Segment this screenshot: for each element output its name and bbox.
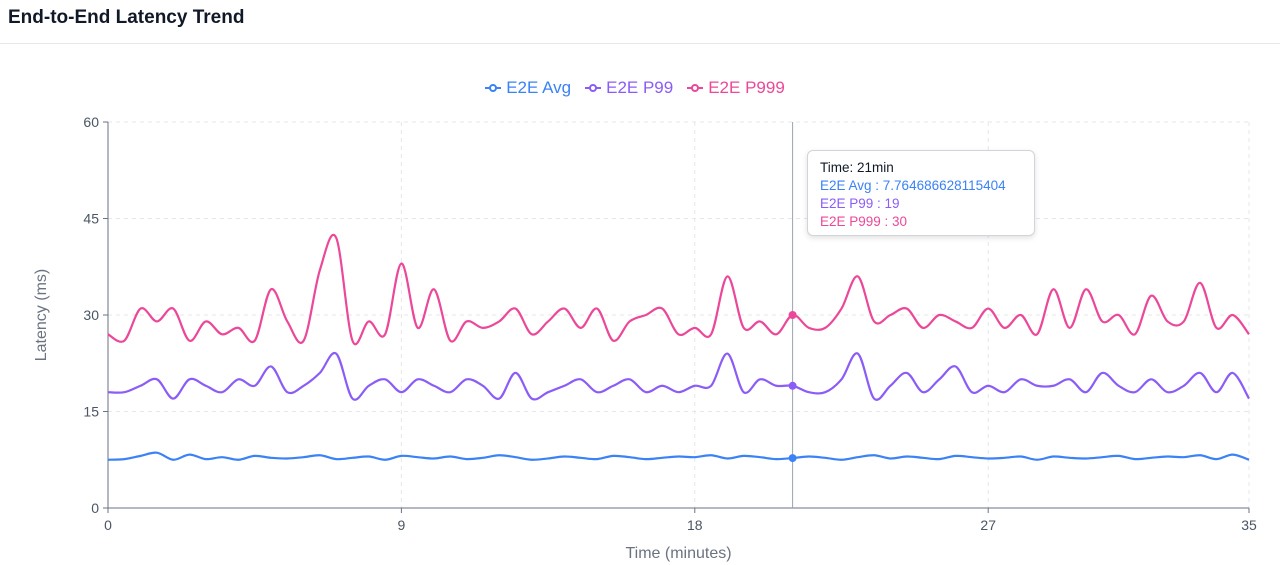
series-line-e2e-p99 [107,351,1250,401]
y-tick-label: 60 [83,114,99,130]
x-tick-label: 18 [687,517,703,533]
chart-tooltip: Time: 21min E2E Avg : 7.764686628115404 … [807,150,1035,236]
y-tick-label: 45 [83,211,99,227]
x-tick-label: 35 [1241,517,1257,533]
tooltip-avg: E2E Avg : 7.764686628115404 [820,178,1006,193]
legend-label-p999: E2E P999 [708,78,785,97]
legend-line-icon-p999 [687,84,704,92]
series-line-e2e-p999 [107,233,1250,346]
legend-item-e2e-avg[interactable]: E2E Avg [485,78,571,98]
hover-point-e2e-p99 [788,381,797,390]
hover-point-e2e-p999 [788,311,797,319]
legend-item-e2e-p999[interactable]: E2E P999 [687,78,785,98]
x-tick-label: 0 [104,517,112,533]
legend-line-icon-avg [485,84,502,92]
tooltip-p99: E2E P99 : 19 [820,196,900,211]
hover-point-e2e-avg [788,454,797,463]
tooltip-p999: E2E P999 : 30 [820,214,908,229]
y-tick-label: 30 [83,307,99,323]
series-line-e2e-avg [107,451,1250,461]
legend-line-icon-p99 [585,84,602,92]
x-tick-label: 9 [398,517,406,533]
y-axis-title: Latency (ms) [33,269,50,361]
y-tick-label: 0 [91,500,99,516]
page-header: End-to-End Latency Trend [0,0,1280,44]
chart-legend: E2E Avg E2E P99 E2E P999 [0,78,1270,98]
page-title: End-to-End Latency Trend [8,7,245,28]
tooltip-time: Time: 21min [820,160,894,175]
x-axis-title: Time (minutes) [625,545,731,562]
x-tick-label: 27 [980,517,996,533]
legend-label-avg: E2E Avg [506,78,572,97]
legend-item-e2e-p99[interactable]: E2E P99 [585,78,673,98]
legend-label-p99: E2E P99 [606,78,674,97]
y-tick-label: 15 [83,404,99,420]
